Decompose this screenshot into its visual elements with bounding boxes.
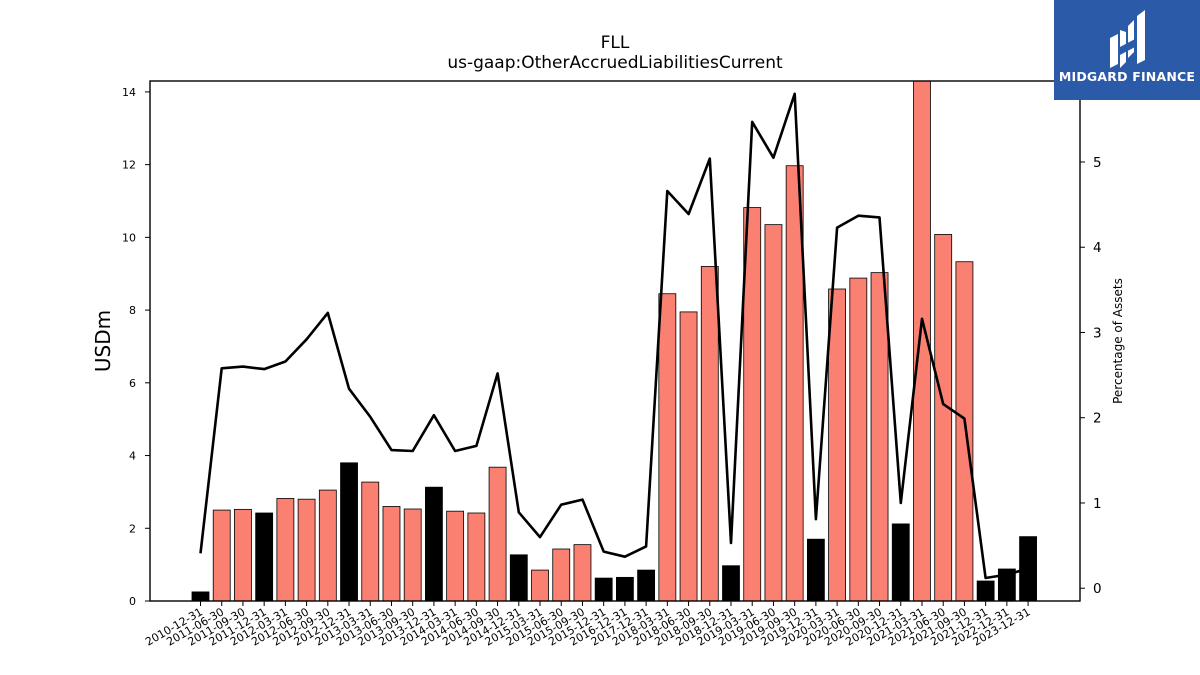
y2-tick-label: 3 <box>1093 325 1102 341</box>
y2-tick-label: 2 <box>1093 411 1102 427</box>
plot-frame <box>149 80 1081 602</box>
y2-tick-label: 4 <box>1093 240 1102 256</box>
bar <box>382 506 401 602</box>
bar <box>318 489 337 602</box>
chart-subtitle: us-gaap:OtherAccruedLiabilitiesCurrent <box>447 53 783 73</box>
bar <box>297 498 316 602</box>
y-tick-label: 6 <box>129 377 136 390</box>
logo-text: MIDGARD FINANCE <box>1058 69 1196 84</box>
series-line <box>199 92 1029 580</box>
bar <box>255 512 274 602</box>
bar <box>191 591 210 602</box>
bar <box>509 554 528 602</box>
bar <box>976 580 995 602</box>
bar <box>764 224 783 602</box>
bar <box>403 508 422 602</box>
bar <box>425 486 443 602</box>
y-tick-label: 10 <box>122 231 136 244</box>
bar <box>467 512 486 602</box>
bar <box>234 508 252 602</box>
bar <box>743 207 762 602</box>
y-tick-label: 4 <box>129 450 136 463</box>
bar <box>446 510 465 602</box>
chart-title: FLL <box>601 33 630 53</box>
bar <box>276 498 295 602</box>
bar <box>849 277 868 602</box>
bar <box>679 311 698 602</box>
bar <box>806 538 825 602</box>
y2-tick-label: 0 <box>1093 581 1102 597</box>
bar <box>594 577 613 602</box>
bar <box>212 509 231 602</box>
bar <box>891 523 910 602</box>
y2-tick-label: 1 <box>1093 496 1102 512</box>
bar <box>828 288 846 602</box>
bar <box>361 481 380 602</box>
logo-mark-icon <box>1110 10 1145 68</box>
bar <box>658 293 677 602</box>
bar <box>870 272 889 602</box>
y-tick-label: 0 <box>129 595 136 608</box>
midgard-finance-logo: MIDGARD FINANCE <box>1054 0 1200 100</box>
y2-tick-label: 5 <box>1093 155 1102 171</box>
bar <box>488 466 507 602</box>
bar <box>722 565 740 602</box>
y-tick-label: 14 <box>122 86 136 99</box>
bar <box>637 569 656 602</box>
y-axis-label: USDm <box>91 310 115 372</box>
bar <box>616 576 634 602</box>
bar <box>573 544 592 602</box>
y-tick-label: 2 <box>129 522 136 535</box>
y-tick-label: 12 <box>122 159 136 172</box>
bar <box>700 266 719 602</box>
bar <box>552 548 571 602</box>
y2-axis-label: Percentage of Assets <box>1111 278 1125 404</box>
bar <box>934 234 953 602</box>
bar <box>531 569 549 602</box>
y-tick-label: 8 <box>129 304 136 317</box>
bar <box>955 261 974 602</box>
bar <box>340 462 358 602</box>
